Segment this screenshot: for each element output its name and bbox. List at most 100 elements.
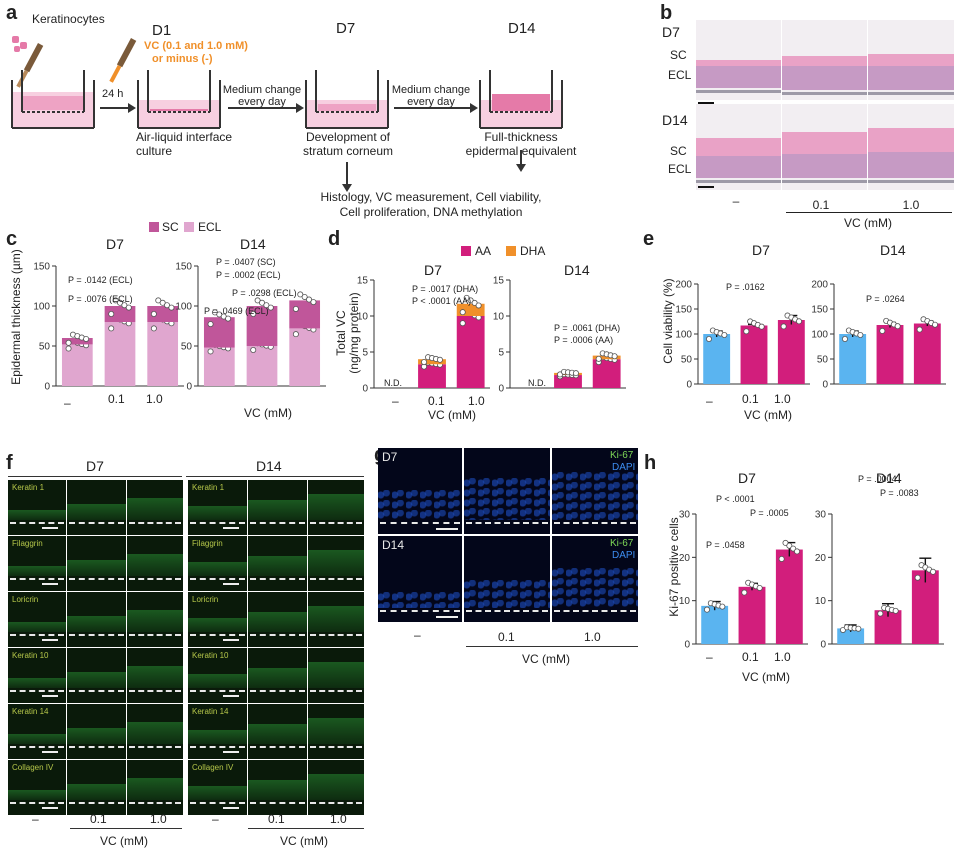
f-vc-label-1: VC (mM) — [100, 834, 148, 848]
c-d7-title: D7 — [106, 236, 124, 252]
bar — [775, 549, 803, 644]
f-vc-bracket-1 — [70, 828, 182, 829]
if-tile — [308, 648, 364, 703]
panel-letter-f: f — [6, 452, 13, 474]
if-tile — [308, 704, 364, 759]
if-tile — [67, 760, 126, 815]
chart-c-d14: 0 50 100 150 — [175, 262, 326, 393]
data-point — [877, 610, 884, 617]
if-tile — [67, 704, 126, 759]
he-d7-minus — [696, 20, 781, 100]
if-tile: Filaggrin — [188, 536, 247, 591]
bar — [418, 364, 446, 388]
y-tick-label: 50 — [681, 355, 693, 366]
g-dapi-label-2: DAPI — [612, 550, 636, 561]
basement-membrane-line — [190, 690, 245, 692]
e-minus: – — [706, 394, 713, 408]
if-tile: Keratin 14 — [8, 704, 66, 759]
ali-culture-line1: Air-liquid interface — [136, 130, 233, 144]
data-point — [778, 555, 785, 562]
data-point — [741, 589, 748, 596]
if-tissue — [308, 774, 364, 800]
chart-d-d14: 0 5 10 15 — [493, 276, 626, 395]
if-tissue — [67, 616, 126, 632]
bar — [289, 328, 321, 386]
if-tissue — [308, 662, 364, 688]
if-tissue — [8, 678, 66, 688]
d-nd-1: N.D. — [384, 378, 402, 388]
if-tissue — [308, 494, 364, 520]
if-tissue — [67, 784, 126, 800]
f-d7-rule — [8, 476, 182, 477]
bar — [911, 570, 939, 644]
culture-well-3-icon — [305, 70, 389, 129]
data-point — [108, 325, 115, 332]
basement-membrane-line — [129, 802, 181, 804]
chart-h-d14: 0 10 20 30 — [815, 510, 944, 651]
panel-e-chart: 0 50 100 150 200 0 50 100 150 200 — [675, 280, 946, 391]
data-point — [65, 339, 72, 346]
if-tile — [127, 536, 183, 591]
b-ecl-label-2: ECL — [668, 162, 692, 176]
bar — [592, 355, 621, 360]
a-24h-label: 24 h — [102, 88, 124, 100]
f-minus-1: – — [32, 812, 39, 826]
data-point — [292, 331, 299, 338]
development-line1: Development of — [305, 130, 391, 144]
basement-membrane-line — [250, 634, 305, 636]
data-point — [306, 296, 313, 303]
if-tissue — [67, 728, 126, 744]
basement-membrane-line — [129, 634, 181, 636]
data-point — [914, 574, 921, 581]
y-tick-label: 20 — [815, 553, 827, 564]
medium-change-1-line1: Medium change — [222, 84, 302, 96]
y-tick-label: 20 — [679, 553, 691, 564]
if-tile — [127, 648, 183, 703]
if-tile — [248, 760, 307, 815]
bar — [203, 317, 235, 348]
y-tick-label: 10 — [815, 596, 827, 607]
data-point — [572, 370, 579, 377]
medium-change-2-label: Medium change every day — [390, 84, 472, 108]
b-scale-bar-2 — [698, 186, 714, 188]
c-vc-label: VC (mM) — [244, 406, 292, 420]
medium-change-2-line2: every day — [407, 96, 455, 108]
c-minus-1: – — [64, 396, 71, 410]
if-scale-bar — [223, 583, 239, 585]
d-p7b: P < .0001 (AA) — [412, 296, 472, 306]
data-point — [225, 315, 232, 322]
if-marker-label: Keratin 1 — [192, 483, 225, 492]
y-tick-label: 100 — [33, 302, 50, 313]
if-scale-bar — [42, 751, 58, 753]
if-marker-label: Filaggrin — [192, 539, 223, 548]
if-tile — [67, 592, 126, 647]
if-scale-bar — [42, 583, 58, 585]
b-scale-bar-1 — [698, 102, 714, 104]
y-tick-label: 150 — [175, 262, 192, 273]
data-point — [125, 304, 132, 311]
basement-membrane-line — [69, 690, 124, 692]
if-scale-bar — [223, 751, 239, 753]
if-tile: Keratin 14 — [188, 704, 247, 759]
development-line2: stratum corneum — [302, 144, 394, 158]
if-tissue — [188, 618, 247, 632]
basement-membrane-line — [250, 746, 305, 748]
bar — [104, 322, 136, 386]
if-tile: Loricrin — [8, 592, 66, 647]
if-tile — [248, 592, 307, 647]
y-tick-label: 200 — [675, 280, 692, 291]
panel-letter-h: h — [644, 452, 657, 474]
b-sc-label-2: SC — [670, 144, 687, 158]
data-point — [459, 309, 466, 316]
data-point — [743, 328, 750, 335]
bar — [876, 325, 904, 384]
data-point — [150, 325, 157, 332]
b-vc-label: VC (mM) — [844, 216, 892, 230]
if-tissue — [127, 778, 183, 800]
y-tick-label: 100 — [175, 302, 192, 313]
basement-membrane-line — [10, 802, 64, 804]
if-tile — [248, 536, 307, 591]
data-point — [892, 607, 899, 614]
h-p7a: P < .0001 — [716, 494, 755, 504]
he-d14-1-0 — [868, 104, 954, 190]
